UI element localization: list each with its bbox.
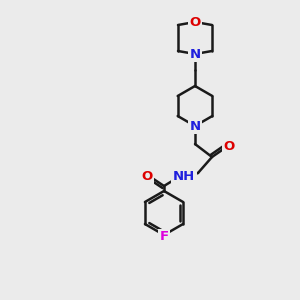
Text: O: O — [224, 140, 235, 154]
Text: O: O — [189, 16, 201, 28]
Text: NH: NH — [173, 169, 195, 182]
Text: O: O — [141, 170, 153, 184]
Text: N: N — [189, 47, 201, 61]
Text: F: F — [159, 230, 169, 244]
Text: N: N — [189, 119, 201, 133]
